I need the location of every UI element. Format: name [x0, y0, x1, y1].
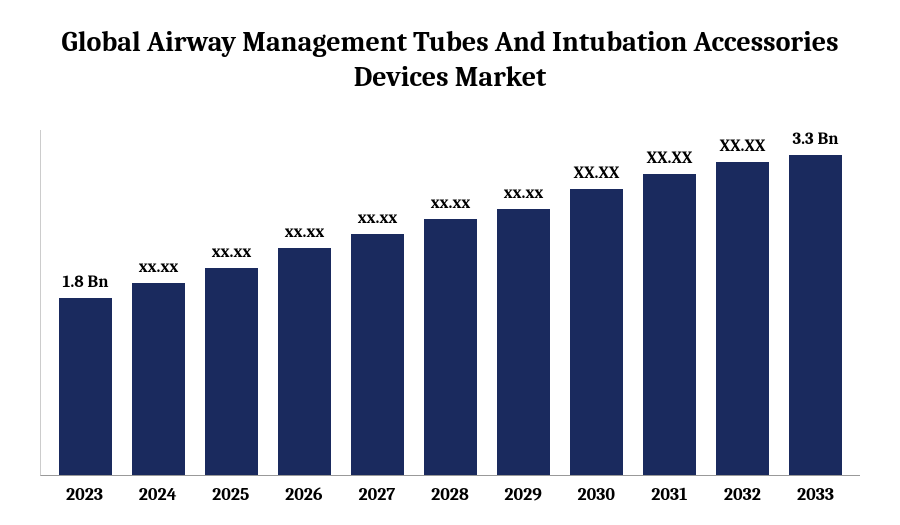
x-axis-tick: 2026 — [267, 484, 340, 505]
bar-group: 1.8 Bn — [49, 130, 122, 475]
bar-value-label: xx.xx — [504, 184, 544, 203]
bar — [59, 298, 112, 475]
bar-value-label: 1.8 Bn — [63, 273, 109, 292]
bar — [570, 189, 623, 475]
x-axis-tick: 2025 — [194, 484, 267, 505]
x-axis-tick: 2033 — [779, 484, 852, 505]
bar-group: xx.xx — [414, 130, 487, 475]
bar-group: xx.xx — [268, 130, 341, 475]
bar — [643, 174, 696, 475]
chart-title: Global Airway Management Tubes And Intub… — [40, 25, 860, 95]
bar-group: xx.xx — [122, 130, 195, 475]
bar-group: xx.xx — [487, 130, 560, 475]
bars-wrapper: 1.8 Bn xx.xx xx.xx xx.xx xx.xx xx.xx xx.xx XX.X… — [41, 130, 860, 475]
x-axis-tick: 2030 — [560, 484, 633, 505]
bar-value-label: xx.xx — [431, 194, 471, 213]
chart-container: Global Airway Management Tubes And Intub… — [0, 0, 900, 525]
bar-group: XX.XX — [633, 130, 706, 475]
bar-group: XX.XX — [560, 130, 633, 475]
x-axis-tick: 2024 — [121, 484, 194, 505]
x-axis-tick: 2029 — [487, 484, 560, 505]
bar-value-label: XX.XX — [720, 137, 766, 156]
bar-value-label: XX.XX — [647, 149, 693, 168]
bar-group: xx.xx — [195, 130, 268, 475]
bar — [351, 234, 404, 476]
x-axis-tick: 2032 — [706, 484, 779, 505]
bar-value-label: 3.3 Bn — [793, 130, 839, 149]
bar-group: xx.xx — [341, 130, 414, 475]
bar-value-label: xx.xx — [212, 243, 252, 262]
bar — [424, 219, 477, 475]
x-axis-tick: 2031 — [633, 484, 706, 505]
bar-group: XX.XX — [706, 130, 779, 475]
bar — [278, 248, 331, 475]
bar-value-label: xx.xx — [285, 223, 325, 242]
bar-value-label: XX.XX — [574, 164, 620, 183]
bar — [497, 209, 550, 475]
bar — [789, 155, 842, 475]
bar-value-label: xx.xx — [139, 258, 179, 277]
x-axis-tick: 2023 — [48, 484, 121, 505]
bar-group: 3.3 Bn — [779, 130, 852, 475]
bar — [716, 162, 769, 475]
plot-area: 1.8 Bn xx.xx xx.xx xx.xx xx.xx xx.xx xx.xx XX.X… — [40, 130, 860, 476]
bar — [205, 268, 258, 475]
x-axis-tick: 2028 — [413, 484, 486, 505]
x-axis: 2023202420252026202720282029203020312032… — [40, 476, 860, 505]
x-axis-tick: 2027 — [340, 484, 413, 505]
bar — [132, 283, 185, 475]
bar-value-label: xx.xx — [358, 209, 398, 228]
